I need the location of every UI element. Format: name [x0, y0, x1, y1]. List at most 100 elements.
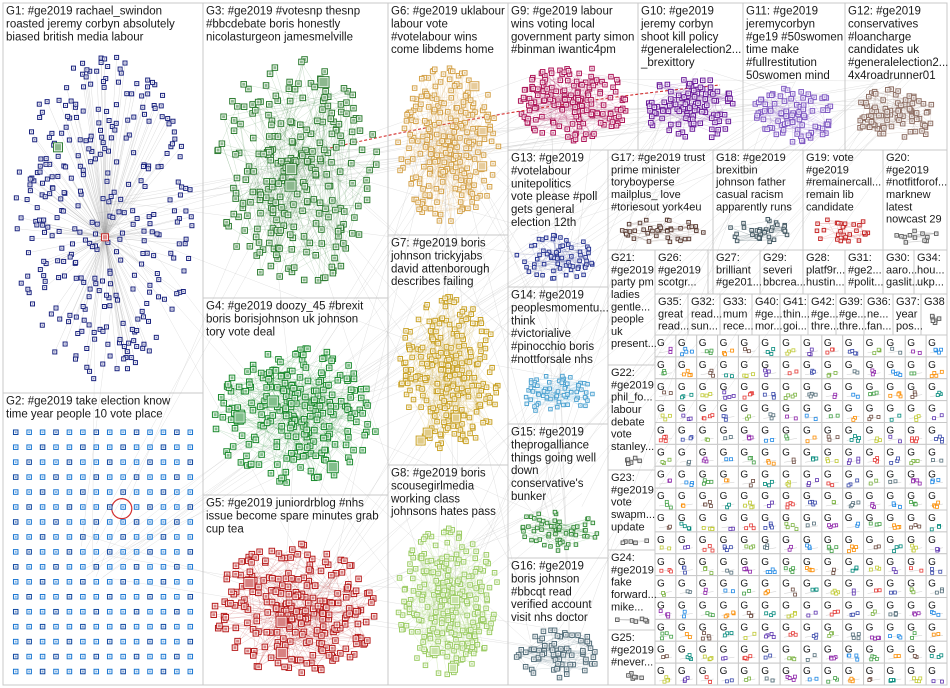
node-fill	[149, 491, 151, 494]
node	[934, 590, 939, 595]
edge	[575, 98, 773, 649]
node	[702, 481, 706, 486]
node	[826, 459, 830, 464]
node-fill	[137, 318, 139, 320]
node-fill	[41, 182, 44, 184]
node-fill	[80, 277, 82, 279]
node-fill	[30, 131, 33, 133]
node-fill	[175, 461, 178, 464]
node-fill	[156, 233, 158, 235]
node-fill	[100, 61, 102, 64]
node-fill	[173, 210, 176, 212]
node-fill	[133, 116, 135, 118]
node	[688, 416, 693, 421]
node	[765, 546, 769, 550]
node-fill	[108, 446, 111, 449]
node-fill	[149, 476, 151, 479]
node-fill	[95, 535, 98, 538]
node	[930, 570, 935, 575]
node-fill	[122, 521, 125, 523]
node-fill	[156, 272, 159, 275]
node	[663, 438, 668, 443]
node	[814, 456, 819, 461]
node-fill	[55, 476, 57, 479]
node	[771, 347, 776, 351]
node-fill	[163, 298, 166, 300]
node-fill	[102, 330, 104, 333]
node-fill	[68, 506, 71, 508]
node-fill	[147, 168, 150, 170]
node	[855, 611, 860, 616]
node-fill	[70, 100, 72, 102]
node	[936, 632, 941, 636]
node-fill	[148, 291, 151, 293]
node	[790, 523, 795, 527]
node-fill	[81, 330, 83, 333]
edge	[763, 350, 777, 354]
node-fill	[136, 217, 138, 220]
node	[723, 395, 728, 400]
node	[680, 437, 685, 442]
node-fill	[132, 288, 134, 290]
node-fill	[69, 314, 71, 317]
node	[768, 412, 773, 417]
node-fill	[148, 350, 151, 352]
node	[769, 479, 774, 484]
node-fill	[81, 506, 84, 508]
node-fill	[14, 565, 17, 568]
node-fill	[94, 277, 96, 279]
node	[668, 569, 673, 574]
node-fill	[26, 198, 28, 201]
node	[856, 500, 861, 505]
node-fill	[83, 319, 85, 321]
node-fill	[158, 278, 160, 281]
node	[855, 370, 860, 375]
node	[771, 461, 776, 466]
node-fill	[55, 431, 57, 434]
edge	[306, 581, 432, 591]
node	[701, 526, 706, 530]
node	[940, 679, 944, 684]
node-fill	[140, 180, 142, 182]
node-fill	[132, 339, 135, 342]
node	[807, 481, 811, 486]
node-fill	[175, 476, 178, 479]
node-fill	[131, 210, 134, 212]
node	[872, 351, 877, 356]
node	[702, 547, 707, 552]
node	[681, 503, 686, 508]
node	[937, 350, 941, 355]
node	[849, 676, 854, 681]
node	[793, 632, 798, 637]
node-fill	[119, 338, 121, 341]
node-fill	[143, 343, 145, 345]
node	[854, 545, 859, 549]
node	[767, 483, 771, 488]
node-fill	[135, 345, 138, 348]
node	[764, 438, 768, 443]
node-fill	[85, 76, 87, 78]
node-fill	[172, 120, 174, 122]
node	[930, 480, 935, 485]
node	[826, 481, 831, 486]
node	[661, 591, 666, 595]
node-fill	[185, 210, 187, 212]
node	[934, 437, 938, 441]
node-fill	[149, 535, 151, 538]
node-fill	[115, 161, 118, 163]
node	[851, 392, 856, 397]
node	[684, 480, 689, 485]
edge	[110, 200, 547, 257]
node-fill	[95, 550, 98, 553]
node-fill	[109, 272, 111, 274]
node	[834, 591, 839, 596]
node	[805, 523, 810, 528]
node	[685, 368, 690, 373]
edge	[658, 656, 672, 660]
node-fill	[75, 103, 77, 105]
node-fill	[28, 491, 31, 494]
node	[913, 523, 918, 527]
node-fill	[102, 80, 105, 83]
node-fill	[146, 302, 148, 305]
